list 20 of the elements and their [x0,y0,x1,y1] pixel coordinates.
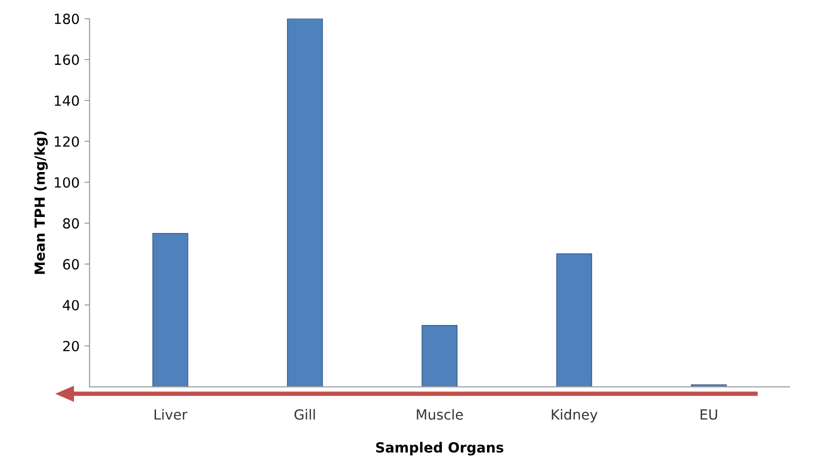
y-tick-label: 40 [62,300,79,310]
x-axis-title: Sampled Organs [376,442,504,456]
bar [556,253,592,387]
x-tick-label: Muscle [416,409,463,420]
bar [152,232,188,387]
y-tick-label: 140 [54,95,79,106]
y-tick-label: 100 [54,177,79,188]
bar [422,325,458,387]
y-tick-label: 180 [54,14,79,24]
y-tick-label: 20 [63,340,79,352]
y-tick-label: 80 [63,218,79,229]
y-tick-label: 120 [54,136,79,147]
y-tick-label: 60 [63,259,79,270]
y-axis-title: Mean TPH (mg/kg) [34,132,48,274]
x-tick-label: Gill [294,409,315,420]
x-tick-label: EU [700,409,718,420]
y-tick-label: 160 [54,54,79,66]
bar [287,18,323,387]
x-tick-label: Kidney [552,409,598,422]
x-tick-label: Liver [154,409,188,420]
